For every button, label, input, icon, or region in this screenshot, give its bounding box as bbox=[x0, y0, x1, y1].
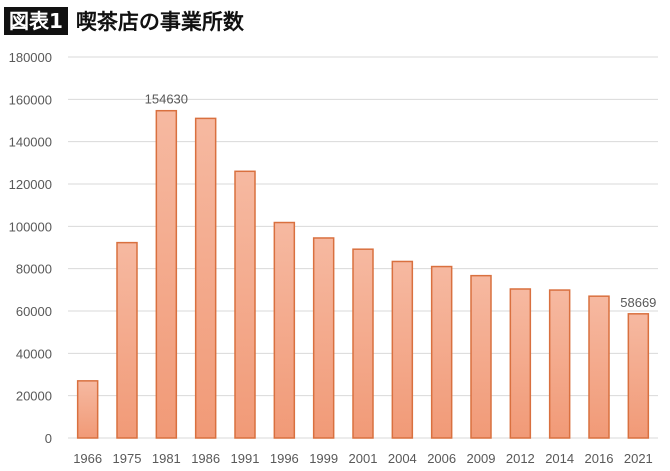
y-tick-label: 20000 bbox=[16, 389, 52, 404]
y-tick-label: 60000 bbox=[16, 304, 52, 319]
bar-2001 bbox=[352, 248, 374, 439]
y-tick-label: 160000 bbox=[9, 92, 52, 107]
x-tick-label: 2021 bbox=[624, 451, 653, 466]
x-tick-label: 1999 bbox=[309, 451, 338, 466]
bar-1966 bbox=[76, 380, 99, 439]
x-tick-label: 2012 bbox=[506, 451, 535, 466]
bar-2006 bbox=[430, 265, 453, 439]
bar-2016 bbox=[588, 295, 610, 439]
x-tick-label: 2004 bbox=[388, 451, 417, 466]
data-label: 154630 bbox=[145, 92, 188, 107]
data-label: 58669 bbox=[620, 295, 656, 310]
bar-1975 bbox=[116, 241, 138, 439]
bar-2012 bbox=[509, 288, 532, 439]
figure-badge: 図表1 bbox=[4, 7, 68, 35]
x-tick-label: 2009 bbox=[467, 451, 496, 466]
x-tick-label: 1996 bbox=[270, 451, 299, 466]
x-tick-label: 2014 bbox=[545, 451, 574, 466]
bar-1999 bbox=[312, 237, 335, 439]
x-tick-label: 2006 bbox=[427, 451, 456, 466]
x-tick-label: 2016 bbox=[585, 451, 614, 466]
y-tick-label: 180000 bbox=[9, 50, 52, 65]
x-tick-label: 2001 bbox=[349, 451, 378, 466]
y-tick-label: 100000 bbox=[9, 219, 52, 234]
bar-2009 bbox=[470, 274, 492, 439]
y-tick-label: 80000 bbox=[16, 262, 52, 277]
y-tick-label: 40000 bbox=[16, 346, 52, 361]
bar-2014 bbox=[548, 289, 571, 439]
y-tick-label: 0 bbox=[45, 431, 52, 446]
x-tick-label: 1986 bbox=[191, 451, 220, 466]
title-text: 喫茶店の事業所数 bbox=[75, 10, 244, 34]
bar-1986 bbox=[194, 117, 217, 439]
bar-1996 bbox=[273, 221, 296, 439]
x-tick-label: 1975 bbox=[113, 451, 142, 466]
x-tick-label: 1991 bbox=[231, 451, 260, 466]
bar-2004 bbox=[391, 260, 414, 439]
bar-2021 bbox=[627, 313, 650, 439]
x-tick-label: 1981 bbox=[152, 451, 181, 466]
y-tick-label: 120000 bbox=[9, 177, 52, 192]
y-tick-label: 140000 bbox=[9, 135, 52, 150]
bar-1991 bbox=[234, 170, 256, 439]
x-tick-label: 1966 bbox=[73, 451, 102, 466]
bar-1981 bbox=[155, 109, 178, 439]
chart-title: 図表1 喫茶店の事業所数 bbox=[4, 6, 244, 36]
